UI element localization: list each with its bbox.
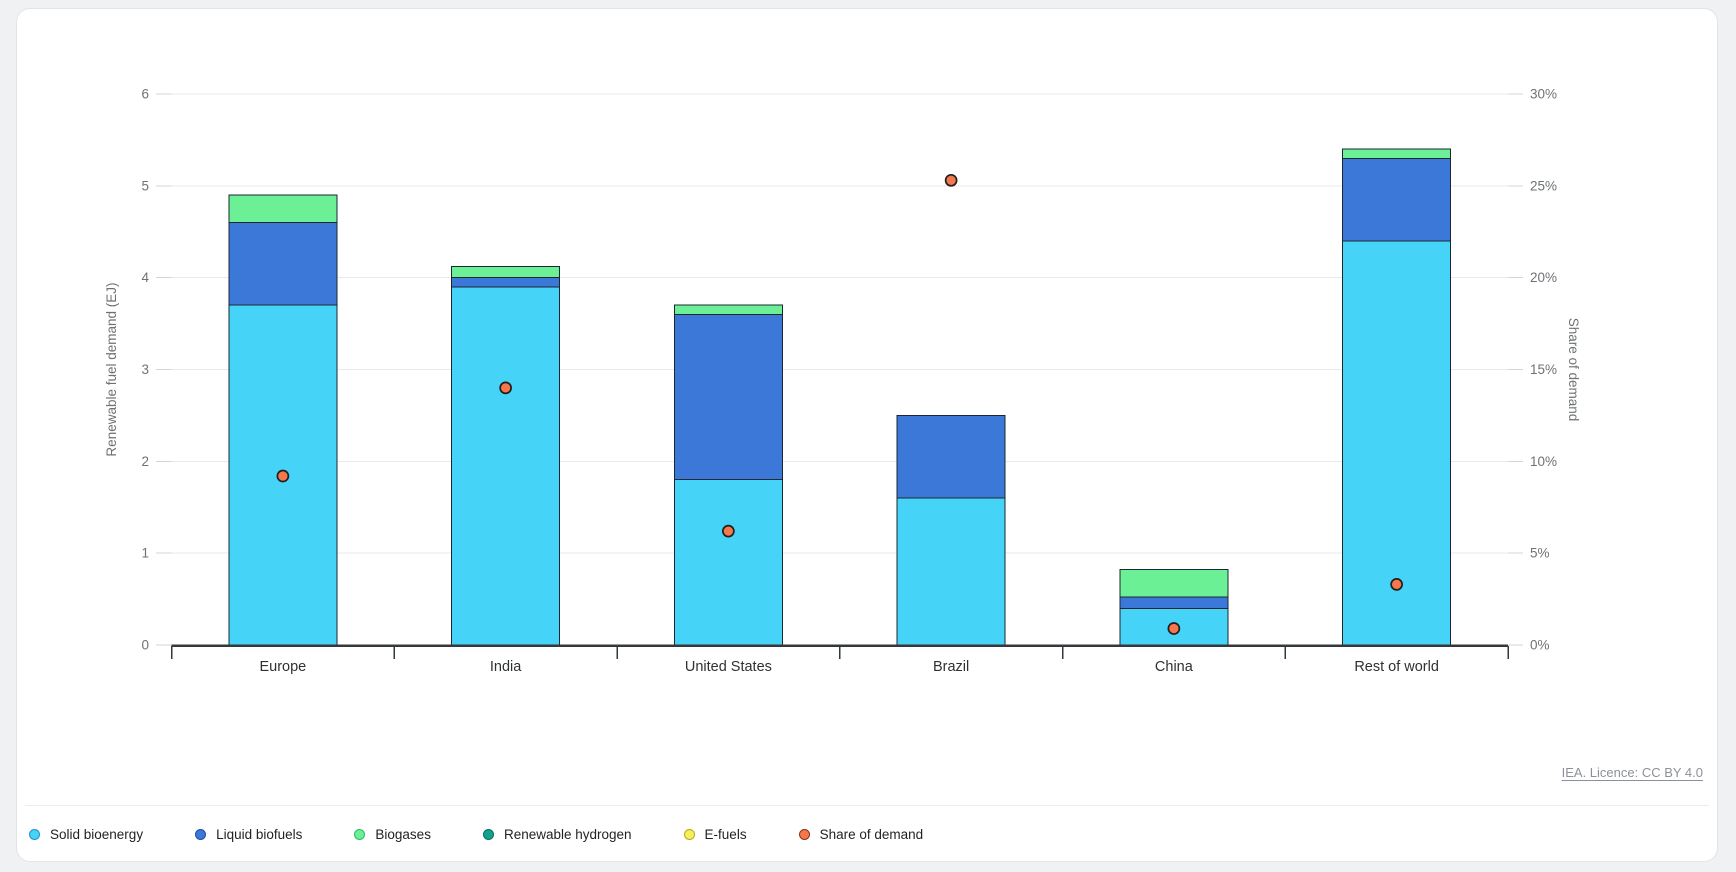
legend-label: Renewable hydrogen	[503, 826, 632, 842]
renewable-fuel-demand-chart: 0 0%1 5%2 10%3 15%4 20%5 25%6 30%Europe India Uni…	[104, 87, 1581, 676]
share-of-demand-marker-icon	[798, 828, 810, 840]
x-axis-category-label: Europe	[259, 659, 306, 675]
x-axis-category-label: United States	[685, 659, 772, 675]
renewable-hydrogen-marker-icon	[482, 828, 494, 840]
bar-rest-of-world-solid-bioenergy[interactable]	[1342, 240, 1452, 646]
solid-bioenergy-marker-icon	[29, 828, 40, 840]
liquid-biofuels-marker-icon	[195, 828, 207, 840]
bar-rest-of-world-liquid-biofuels[interactable]	[1342, 157, 1452, 242]
attribution-link[interactable]: IEA. Licence: CC BY 4.0	[1561, 765, 1703, 780]
chart-legend: Solid bioenergy Liquid biofuels Biogases Re…	[29, 808, 1705, 860]
legend-label: Biogases	[375, 826, 431, 842]
legend-item-biogases[interactable]: Biogases	[354, 827, 431, 842]
share-dot-rest-of-world[interactable]	[1390, 578, 1403, 591]
right-axis-tick-label: 30%	[1530, 87, 1557, 102]
y-axis-tick-label: 5	[141, 178, 149, 193]
bar-europe-biogases[interactable]	[228, 194, 338, 224]
x-axis-category-label: Rest of world	[1354, 659, 1439, 675]
legend-divider	[25, 805, 1709, 806]
share-dot-china[interactable]	[1167, 622, 1181, 635]
y-axis-tick-label: 2	[141, 454, 149, 469]
x-axis-category-label: Brazil	[933, 659, 969, 675]
y-axis-tick-label: 3	[141, 362, 149, 377]
right-axis-tick-label: 0%	[1530, 638, 1550, 653]
share-dot-europe[interactable]	[276, 469, 290, 483]
right-axis-title: Share of demand	[1566, 318, 1581, 422]
right-axis-tick-label: 25%	[1530, 178, 1557, 193]
left-axis-title: Renewable fuel demand (EJ)	[104, 282, 119, 456]
x-axis-category-label: China	[1155, 659, 1194, 675]
y-axis-tick-label: 6	[141, 87, 149, 102]
share-dot-united-states[interactable]	[722, 524, 735, 538]
bar-united-states-biogases[interactable]	[673, 304, 783, 315]
legend-label: Liquid biofuels	[216, 826, 303, 842]
legend-item-solid-bioenergy[interactable]: Solid bioenergy	[29, 827, 143, 842]
legend-label: Share of demand	[819, 826, 924, 842]
right-axis-tick-label: 20%	[1530, 270, 1557, 285]
bar-rest-of-world-biogases[interactable]	[1342, 148, 1452, 159]
legend-item-e-fuels[interactable]: E-fuels	[683, 826, 747, 842]
y-axis-tick-label: 1	[141, 546, 149, 561]
legend-label: Solid bioenergy	[50, 826, 144, 842]
bar-europe-liquid-biofuels[interactable]	[228, 222, 338, 306]
y-axis-tick-label: 4	[141, 270, 149, 285]
biogases-marker-icon	[354, 828, 366, 840]
bar-united-states-liquid-biofuels[interactable]	[673, 313, 783, 481]
bar-india-liquid-biofuels[interactable]	[451, 277, 561, 288]
bar-china-liquid-biofuels[interactable]	[1119, 596, 1229, 609]
legend-item-renewable-hydrogen[interactable]: Renewable hydrogen	[482, 826, 632, 842]
right-axis-tick-label: 10%	[1530, 454, 1557, 469]
y-axis-tick-label: 0	[141, 638, 149, 653]
legend-item-share-of-demand[interactable]: Share of demand	[798, 826, 924, 842]
chart-card: 0 0% 1 5% 2 10% 3 15% 4 20% 5 25% 6 30% Europe India Uni…	[16, 8, 1718, 862]
legend-item-liquid-biofuels[interactable]: Liquid biofuels	[195, 827, 302, 842]
share-dot-india[interactable]	[499, 381, 512, 395]
bar-china-biogases[interactable]	[1119, 569, 1229, 598]
x-axis-category-label: India	[490, 659, 522, 675]
bar-united-states-solid-bioenergy[interactable]	[673, 479, 783, 646]
e-fuels-marker-icon	[683, 828, 695, 840]
bar-brazil-solid-bioenergy[interactable]	[896, 497, 1006, 646]
bar-india-biogases[interactable]	[451, 266, 561, 279]
right-axis-tick-label: 15%	[1530, 362, 1557, 377]
share-dot-brazil[interactable]	[944, 173, 958, 187]
bar-brazil-liquid-biofuels[interactable]	[896, 414, 1006, 499]
right-axis-tick-label: 5%	[1530, 546, 1550, 561]
legend-label: E-fuels	[704, 826, 747, 842]
bar-india-solid-bioenergy[interactable]	[451, 286, 561, 646]
